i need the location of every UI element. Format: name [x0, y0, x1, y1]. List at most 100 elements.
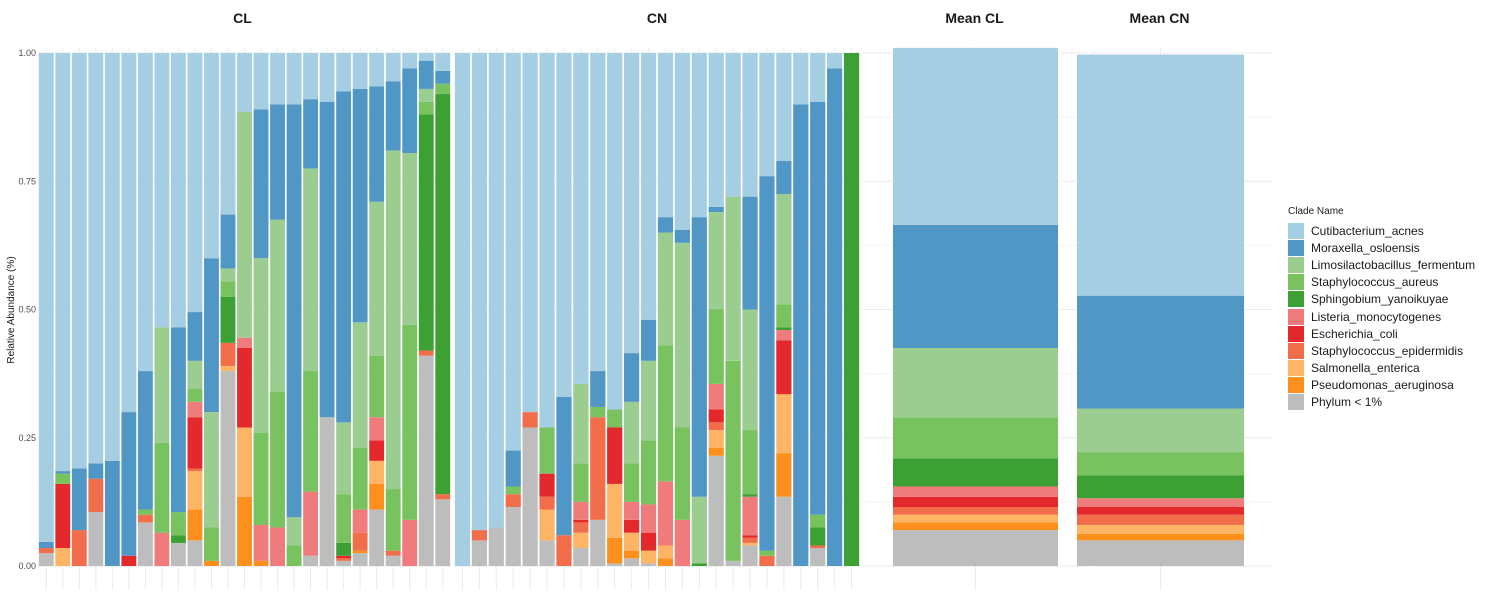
bar-segment — [607, 563, 623, 566]
bar-segment — [435, 83, 451, 95]
bar-segment — [640, 53, 657, 320]
bar-segment — [691, 496, 707, 564]
bar-segment — [352, 88, 368, 323]
legend-label: Cutibacterium_acnes — [1311, 223, 1424, 238]
bar-segment — [220, 53, 236, 215]
bar-segment — [742, 430, 758, 495]
bar-segment — [402, 519, 418, 566]
bar-segment — [137, 514, 153, 523]
bar-segment — [270, 527, 285, 566]
bar-segment — [204, 258, 219, 413]
bar-segment — [88, 478, 104, 513]
bar-segment — [893, 347, 1058, 418]
bar-segment — [187, 401, 203, 418]
bar-segment — [385, 555, 401, 566]
bar-segment — [607, 427, 623, 484]
bar-segment — [71, 53, 87, 469]
bar-segment — [640, 440, 657, 505]
bar-segment — [471, 540, 487, 566]
bar-segment — [121, 412, 137, 556]
bar-segment — [104, 53, 120, 461]
bar-segment — [607, 483, 623, 538]
bar-segment — [708, 430, 724, 449]
bar-segment — [253, 109, 269, 259]
bar-segment — [385, 81, 401, 151]
bar-segment — [742, 196, 758, 310]
bar-segment — [88, 53, 104, 464]
bar-segment — [385, 489, 401, 551]
bar-segment — [187, 417, 203, 469]
bar-segment — [776, 394, 792, 454]
bar-segment — [810, 514, 826, 528]
bar-segment — [253, 53, 269, 110]
y-tick-label: 0.50 — [18, 305, 36, 315]
bar-segment — [810, 545, 826, 549]
bar-segment — [237, 496, 252, 566]
bar-segment — [253, 560, 269, 566]
bar-segment — [505, 486, 521, 495]
bar-segment — [303, 371, 319, 492]
bar-segment — [170, 535, 186, 543]
bar-segment — [573, 463, 589, 502]
bar-segment — [369, 509, 385, 566]
bar-segment — [793, 104, 809, 567]
bar-segment — [590, 53, 606, 372]
bar-segment — [708, 383, 724, 410]
bar-segment — [154, 442, 170, 533]
bar-segment — [204, 53, 219, 259]
bar-segment — [640, 319, 657, 361]
bar-segment — [640, 532, 657, 551]
bar-segment — [71, 468, 87, 531]
bar-segment — [237, 53, 252, 112]
bar-segment — [385, 550, 401, 556]
bar-segment — [286, 53, 302, 105]
bar-segment — [893, 496, 1058, 508]
y-axis-ticks: 0.00 0.25 0.50 0.75 1.00 — [18, 48, 36, 571]
bar-segment — [488, 527, 504, 566]
bar-segment — [303, 168, 319, 372]
bar-segment — [776, 327, 792, 331]
bar-segment — [369, 86, 385, 202]
bar-segment — [220, 296, 236, 343]
bar-segment — [237, 337, 252, 348]
bar-segment — [590, 417, 606, 520]
bar-segment — [336, 558, 352, 561]
bar-segment — [336, 53, 352, 92]
bar-segment — [137, 53, 153, 372]
legend-swatch — [1288, 360, 1304, 377]
bar-segment — [418, 53, 434, 61]
bar-segment — [1077, 540, 1244, 566]
legend-title: Clade Name — [1288, 206, 1344, 217]
bar-segment — [674, 242, 690, 428]
bar-segment — [71, 530, 87, 566]
bar-segment — [640, 550, 657, 564]
bar-segment — [640, 360, 657, 441]
bar-segment — [303, 555, 319, 566]
panel-title: Mean CL — [945, 10, 1004, 26]
bar-segment — [759, 53, 775, 177]
bar-segment — [742, 53, 758, 197]
bar-segment — [725, 53, 741, 197]
bar-segment — [893, 486, 1058, 497]
bar-segment — [336, 560, 352, 566]
bar-segment — [418, 355, 434, 566]
bar-segment — [352, 553, 368, 566]
bar-segment — [352, 509, 368, 533]
y-tick-label: 0.25 — [18, 433, 36, 443]
bar-segment — [319, 101, 335, 418]
bar-segment — [624, 353, 640, 402]
bar-segment — [573, 53, 589, 384]
bar-segment — [556, 53, 572, 397]
bar-segment — [607, 537, 623, 564]
bar-segment — [336, 422, 352, 495]
bar-segment — [369, 460, 385, 484]
bar-segment — [776, 496, 792, 566]
bar-segment — [336, 494, 352, 543]
bar-segment — [402, 153, 418, 325]
legend-swatch — [1288, 274, 1304, 291]
bar-segment — [742, 494, 758, 497]
bar-segment — [319, 417, 335, 566]
bar-segment — [454, 53, 471, 566]
bar-segment — [38, 53, 54, 542]
